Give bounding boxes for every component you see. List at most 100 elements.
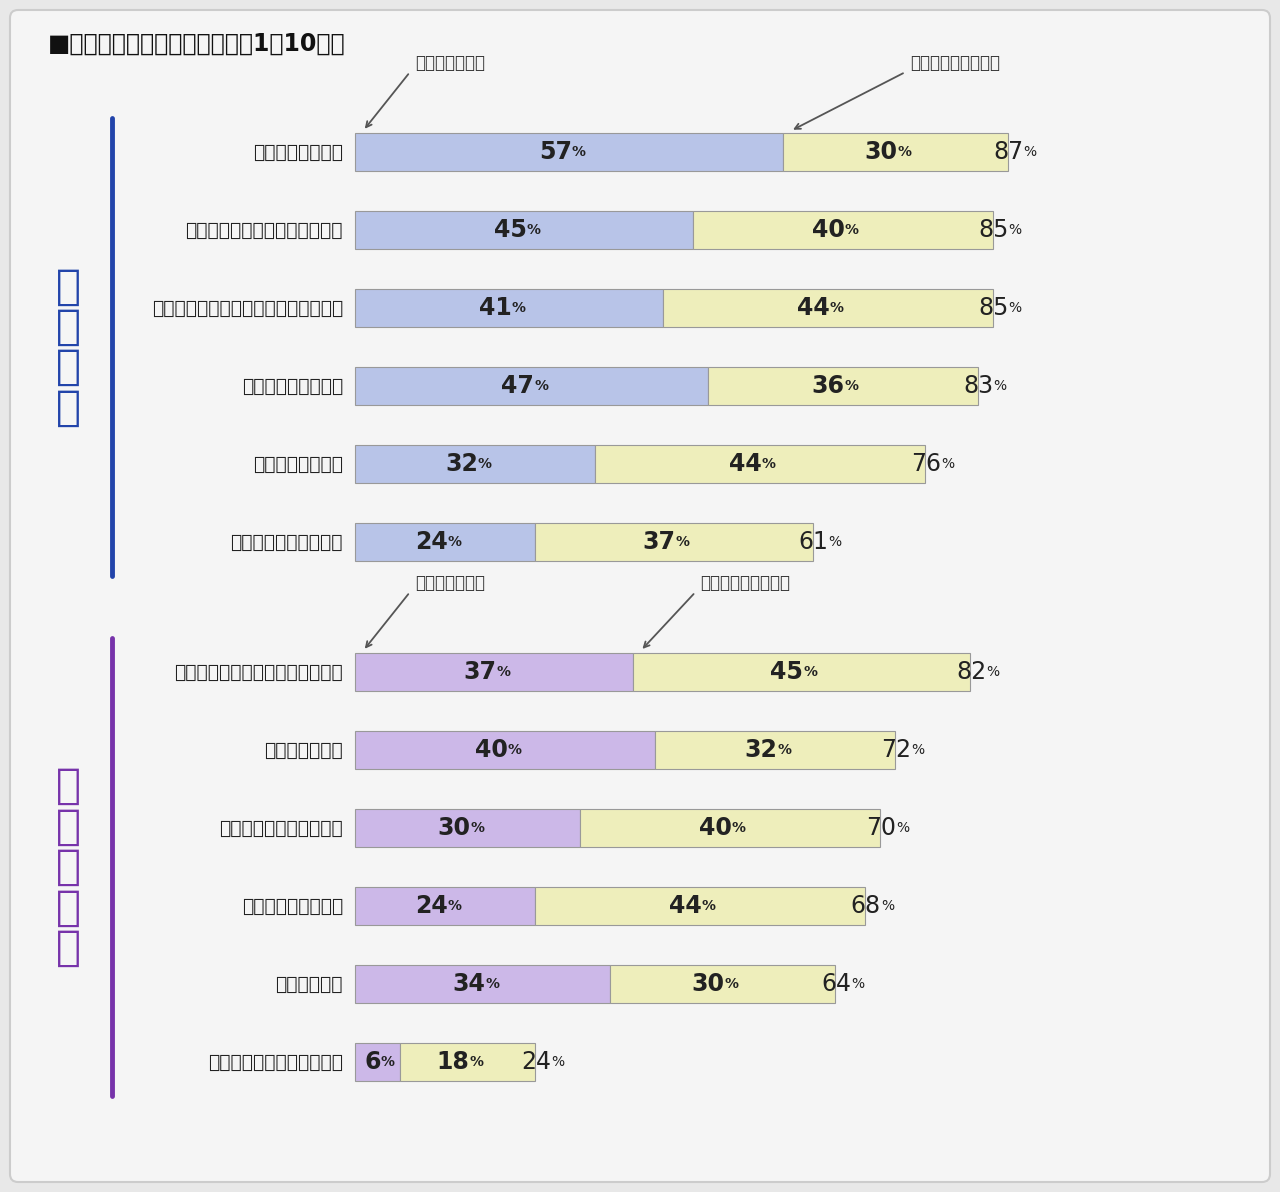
Bar bbox=[355, 1043, 399, 1081]
Text: 24: 24 bbox=[415, 894, 448, 918]
Text: 子どもに将来収入を生む資産が残せる: 子どもに将来収入を生む資産が残せる bbox=[152, 298, 343, 317]
Text: 24: 24 bbox=[521, 1050, 550, 1074]
Text: %: % bbox=[497, 665, 511, 679]
Text: %: % bbox=[724, 977, 739, 991]
Text: %: % bbox=[1024, 145, 1037, 159]
Text: メリットがある: メリットがある bbox=[415, 54, 485, 72]
Text: 建物のグレード感が向上: 建物のグレード感が向上 bbox=[219, 819, 343, 838]
Text: %: % bbox=[897, 145, 911, 159]
Text: %: % bbox=[845, 379, 859, 393]
Text: %: % bbox=[527, 223, 540, 237]
Bar bbox=[611, 966, 835, 1002]
Text: 32: 32 bbox=[445, 452, 477, 476]
Text: 45: 45 bbox=[771, 660, 804, 684]
Text: 82: 82 bbox=[956, 660, 986, 684]
Text: %: % bbox=[941, 457, 954, 471]
Text: 34: 34 bbox=[453, 971, 485, 997]
Bar bbox=[355, 134, 782, 170]
Text: 18: 18 bbox=[436, 1050, 470, 1074]
Bar bbox=[708, 367, 978, 405]
Bar bbox=[355, 887, 535, 925]
Bar bbox=[632, 653, 970, 691]
Text: 24: 24 bbox=[415, 530, 448, 554]
Text: %: % bbox=[804, 665, 817, 679]
Text: 57: 57 bbox=[539, 139, 572, 164]
Bar bbox=[355, 211, 692, 249]
Text: 76: 76 bbox=[911, 452, 941, 476]
Text: 47: 47 bbox=[502, 374, 534, 398]
Text: 44: 44 bbox=[669, 894, 701, 918]
Text: 85: 85 bbox=[978, 296, 1009, 319]
Text: ローン返済の軽減: ローン返済の軽減 bbox=[253, 143, 343, 161]
Text: プライバシー: プライバシー bbox=[275, 975, 343, 993]
Text: %: % bbox=[828, 535, 842, 550]
Text: 83: 83 bbox=[964, 374, 993, 398]
Text: 85: 85 bbox=[978, 218, 1009, 242]
Text: 87: 87 bbox=[993, 139, 1024, 164]
Text: 6: 6 bbox=[364, 1050, 380, 1074]
Text: %: % bbox=[534, 379, 548, 393]
Text: 30: 30 bbox=[691, 971, 724, 997]
Text: %: % bbox=[701, 899, 716, 913]
Bar bbox=[663, 288, 992, 327]
Text: 相続税の節税効果: 相続税の節税効果 bbox=[253, 454, 343, 473]
Text: 土地を売らずに維持: 土地を売らずに維持 bbox=[242, 377, 343, 396]
Text: 見守りによる防犯性: 見守りによる防犯性 bbox=[242, 896, 343, 915]
Text: 45: 45 bbox=[494, 218, 527, 242]
Bar bbox=[535, 523, 813, 561]
Text: 70: 70 bbox=[867, 817, 896, 840]
Bar bbox=[355, 367, 708, 405]
Text: メリットがある: メリットがある bbox=[415, 575, 485, 592]
Text: く
ら
し
価
値: く ら し 価 値 bbox=[55, 765, 81, 969]
Text: %: % bbox=[829, 302, 844, 315]
Text: %: % bbox=[470, 1055, 484, 1069]
Text: 人付き合いの幅が広がった: 人付き合いの幅が広がった bbox=[207, 1053, 343, 1072]
Text: 固定資産税の節税効果: 固定資産税の節税効果 bbox=[230, 533, 343, 552]
Text: %: % bbox=[762, 457, 776, 471]
Text: %: % bbox=[1009, 223, 1021, 237]
Text: %: % bbox=[986, 665, 1000, 679]
Text: %: % bbox=[732, 821, 746, 836]
Text: 将来、家族を住ませられる融通性: 将来、家族を住ませられる融通性 bbox=[174, 663, 343, 682]
Text: 40: 40 bbox=[812, 218, 845, 242]
Text: %: % bbox=[380, 1055, 394, 1069]
Text: 40: 40 bbox=[699, 817, 732, 840]
Text: 40: 40 bbox=[475, 738, 508, 762]
Text: 61: 61 bbox=[799, 530, 828, 554]
Text: 36: 36 bbox=[812, 374, 845, 398]
Text: 37: 37 bbox=[463, 660, 497, 684]
Text: %: % bbox=[851, 977, 864, 991]
Bar bbox=[355, 288, 663, 327]
Text: %: % bbox=[572, 145, 586, 159]
Text: %: % bbox=[477, 457, 492, 471]
Text: 安定収入、私的年金が得られる: 安定収入、私的年金が得られる bbox=[186, 221, 343, 240]
Bar bbox=[355, 445, 595, 483]
Bar bbox=[355, 731, 655, 769]
Text: %: % bbox=[550, 1055, 564, 1069]
Text: 72: 72 bbox=[881, 738, 911, 762]
Text: 44: 44 bbox=[730, 452, 762, 476]
Text: ■賃貸併用住宅のメリット（築1〜10年）: ■賃貸併用住宅のメリット（築1〜10年） bbox=[49, 32, 346, 56]
Text: 経
済
価
値: 経 済 価 値 bbox=[55, 266, 81, 429]
Bar bbox=[535, 887, 865, 925]
Text: %: % bbox=[1009, 302, 1021, 315]
Text: 少しメリットがある: 少しメリットがある bbox=[700, 575, 791, 592]
Text: 41: 41 bbox=[479, 296, 512, 319]
Text: %: % bbox=[448, 535, 462, 550]
Bar bbox=[782, 134, 1007, 170]
Bar bbox=[355, 966, 611, 1002]
Text: %: % bbox=[471, 821, 485, 836]
Text: %: % bbox=[896, 821, 909, 836]
Text: 44: 44 bbox=[796, 296, 829, 319]
Text: 68: 68 bbox=[851, 894, 881, 918]
Text: %: % bbox=[508, 743, 522, 757]
Bar bbox=[355, 523, 535, 561]
Bar bbox=[595, 445, 925, 483]
FancyBboxPatch shape bbox=[10, 10, 1270, 1182]
Bar bbox=[355, 653, 632, 691]
Text: %: % bbox=[676, 535, 690, 550]
Text: %: % bbox=[777, 743, 791, 757]
Text: 64: 64 bbox=[820, 971, 851, 997]
Text: %: % bbox=[911, 743, 924, 757]
Bar bbox=[399, 1043, 535, 1081]
